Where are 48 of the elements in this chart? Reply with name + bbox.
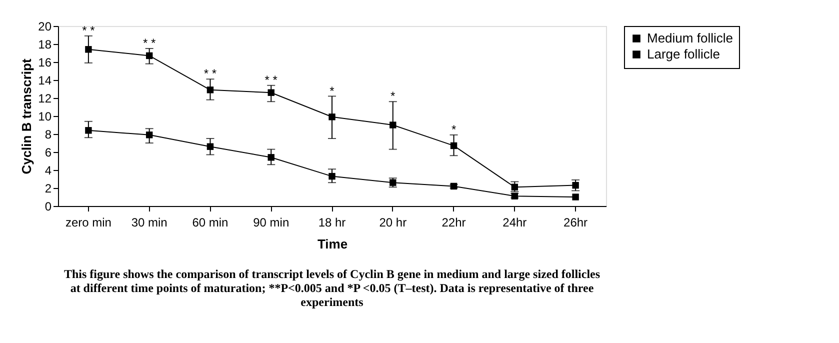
- x-tick-label: 24hr: [502, 216, 527, 230]
- x-tick-label: 90 min: [253, 216, 290, 230]
- point: [85, 127, 92, 134]
- y-tick-label: 20: [38, 20, 52, 34]
- point: [390, 179, 396, 186]
- point: [511, 184, 518, 190]
- y-tick-label: 14: [38, 74, 52, 88]
- legend-label: Large follicle: [647, 46, 720, 62]
- point: [146, 52, 153, 60]
- annotation: * *: [142, 36, 156, 50]
- annotation: * *: [264, 73, 278, 87]
- point: [268, 89, 274, 96]
- x-tick-label: 20 hr: [379, 216, 407, 230]
- y-tick-label: 0: [44, 200, 52, 214]
- x-tick-label: 22hr: [442, 216, 466, 230]
- point: [328, 114, 336, 120]
- point: [85, 46, 92, 53]
- point: [206, 86, 214, 94]
- x-tick-label: 60 min: [192, 216, 228, 230]
- point: [328, 172, 336, 180]
- point: [572, 194, 579, 200]
- y-tick-label: 8: [44, 128, 52, 142]
- x-tick-label: 18 hr: [318, 216, 346, 230]
- x-tick-label: zero min: [65, 216, 112, 230]
- text: This figure shows the comparison of transcript levels of Cyclin B gene in medium and large sized follicles at different time points of maturation; **P<0.005 and *P <0.05 (T–test). Data is representative of three experiments: [64, 267, 600, 309]
- x-tick-label: 30 min: [131, 216, 168, 230]
- y-tick-label: 12: [38, 92, 52, 106]
- x-axis-title: Time: [317, 236, 348, 252]
- annotation: * *: [82, 24, 96, 38]
- y-tick-label: 6: [44, 146, 52, 160]
- point: [572, 182, 579, 189]
- annotation: * *: [204, 66, 217, 81]
- point: [268, 154, 274, 161]
- point: [206, 143, 214, 150]
- point: [146, 132, 153, 138]
- y-tick-label: 2: [44, 182, 52, 196]
- annotation: *: [451, 122, 456, 136]
- y-tick-label: 10: [38, 110, 52, 124]
- legend-label: Medium follicle: [647, 30, 733, 46]
- y-axis-title: Cyclin B transcript: [19, 58, 34, 174]
- point: [390, 122, 396, 128]
- annotation: *: [390, 89, 396, 104]
- y-tick-label: 16: [38, 56, 52, 70]
- y-tick-label: 4: [44, 164, 52, 178]
- annotation: *: [330, 84, 335, 98]
- y-tick-label: 18: [38, 38, 52, 52]
- point: [450, 142, 458, 150]
- x-tick-label: 26hr: [564, 216, 588, 230]
